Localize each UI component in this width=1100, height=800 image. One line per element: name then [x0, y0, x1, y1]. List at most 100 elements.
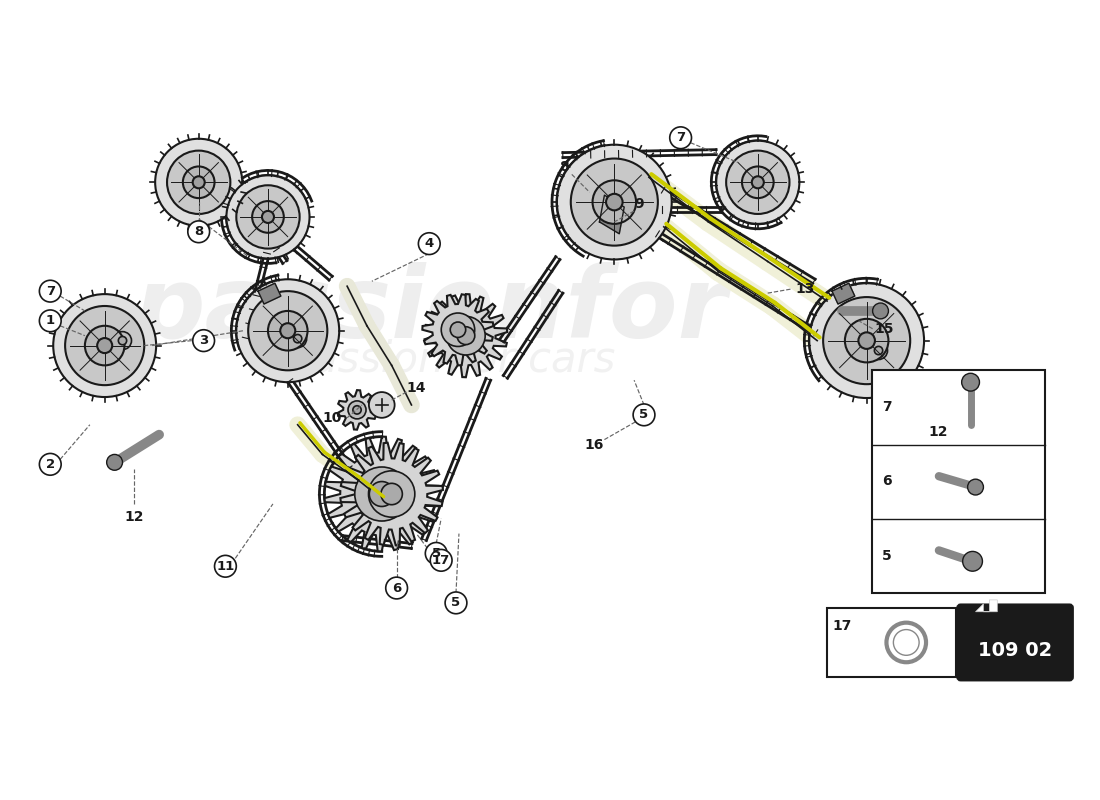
- Text: 3: 3: [199, 334, 208, 347]
- Polygon shape: [103, 321, 142, 360]
- Circle shape: [262, 211, 274, 223]
- Polygon shape: [324, 437, 439, 551]
- Text: 5: 5: [431, 547, 441, 560]
- Circle shape: [65, 306, 144, 385]
- Circle shape: [450, 322, 465, 338]
- Bar: [871, 370, 1045, 593]
- Circle shape: [742, 166, 773, 198]
- Circle shape: [183, 166, 215, 198]
- Text: passionfor: passionfor: [134, 262, 728, 359]
- Circle shape: [252, 201, 284, 233]
- Text: 9: 9: [635, 197, 643, 211]
- Text: 8: 8: [194, 226, 204, 238]
- Circle shape: [236, 279, 339, 382]
- Circle shape: [426, 542, 447, 564]
- Circle shape: [446, 592, 466, 614]
- Circle shape: [155, 138, 242, 226]
- Text: 17: 17: [432, 554, 450, 567]
- Circle shape: [726, 150, 790, 214]
- Circle shape: [236, 186, 299, 249]
- Polygon shape: [338, 390, 376, 430]
- Circle shape: [192, 176, 205, 188]
- Circle shape: [869, 342, 888, 359]
- Text: 12: 12: [928, 425, 948, 438]
- Circle shape: [227, 175, 309, 258]
- Circle shape: [280, 323, 295, 338]
- Text: 7: 7: [881, 400, 891, 414]
- Circle shape: [634, 404, 654, 426]
- Text: 11: 11: [217, 560, 234, 573]
- Text: 7: 7: [676, 131, 685, 144]
- Circle shape: [872, 303, 889, 319]
- Circle shape: [214, 555, 236, 577]
- Polygon shape: [340, 442, 443, 546]
- Circle shape: [557, 145, 672, 259]
- Text: 109 02: 109 02: [978, 642, 1053, 660]
- Circle shape: [751, 176, 763, 188]
- Circle shape: [97, 338, 112, 353]
- Circle shape: [949, 376, 968, 394]
- Circle shape: [113, 332, 132, 350]
- Text: 17: 17: [833, 618, 851, 633]
- Circle shape: [874, 346, 882, 354]
- Circle shape: [961, 374, 979, 391]
- Polygon shape: [422, 294, 494, 366]
- Polygon shape: [258, 283, 280, 304]
- Circle shape: [810, 283, 924, 398]
- Circle shape: [456, 326, 475, 345]
- Text: 4: 4: [425, 237, 433, 250]
- Polygon shape: [425, 294, 507, 378]
- Circle shape: [40, 280, 62, 302]
- Text: 8: 8: [559, 161, 569, 174]
- Circle shape: [353, 406, 361, 414]
- Circle shape: [249, 291, 328, 370]
- Circle shape: [447, 316, 485, 355]
- Bar: [827, 608, 956, 677]
- Text: 5: 5: [881, 550, 891, 563]
- Circle shape: [968, 479, 983, 495]
- Text: 5: 5: [639, 408, 649, 422]
- Circle shape: [670, 127, 692, 149]
- Circle shape: [288, 330, 307, 348]
- Text: 15: 15: [874, 322, 894, 336]
- Text: 10: 10: [322, 411, 342, 425]
- Circle shape: [593, 180, 636, 224]
- Text: 2: 2: [46, 458, 55, 471]
- Text: 5: 5: [451, 596, 461, 610]
- Circle shape: [40, 310, 62, 332]
- Circle shape: [606, 194, 623, 210]
- Circle shape: [188, 221, 210, 242]
- Circle shape: [858, 332, 874, 349]
- Polygon shape: [278, 319, 317, 358]
- Circle shape: [107, 454, 122, 470]
- Circle shape: [823, 297, 910, 384]
- Circle shape: [441, 313, 475, 346]
- Text: 6: 6: [881, 474, 891, 488]
- Text: 13: 13: [795, 282, 815, 296]
- Circle shape: [370, 482, 394, 506]
- Text: 14: 14: [407, 381, 426, 395]
- Circle shape: [119, 337, 126, 345]
- Circle shape: [53, 294, 156, 397]
- Polygon shape: [859, 331, 899, 370]
- Circle shape: [355, 467, 409, 521]
- Circle shape: [845, 319, 889, 362]
- Text: a passion for cars: a passion for cars: [248, 339, 615, 382]
- Circle shape: [962, 551, 982, 571]
- Circle shape: [192, 330, 215, 351]
- Circle shape: [368, 471, 415, 517]
- Text: 6: 6: [392, 582, 402, 594]
- Circle shape: [716, 141, 800, 224]
- Circle shape: [294, 334, 301, 343]
- Circle shape: [348, 401, 366, 419]
- Polygon shape: [976, 600, 998, 612]
- Circle shape: [430, 550, 452, 571]
- Text: 12: 12: [124, 510, 144, 524]
- Circle shape: [381, 483, 403, 505]
- Circle shape: [386, 577, 407, 599]
- Circle shape: [368, 392, 395, 418]
- Text: 7: 7: [46, 285, 55, 298]
- Polygon shape: [832, 283, 855, 304]
- Circle shape: [85, 326, 124, 366]
- Circle shape: [571, 158, 658, 246]
